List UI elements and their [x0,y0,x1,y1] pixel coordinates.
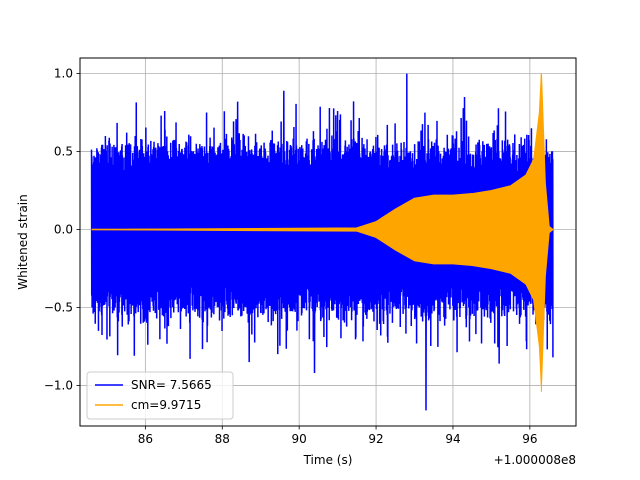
series-cm [91,73,554,392]
y-axis-ticks: −1.0 −0.5 0.0 0.5 1.0 [44,67,80,392]
legend: SNR= 7.5665 cm=9.9715 [86,371,234,420]
series-trough-cm [539,260,544,392]
y-axis-label: Whitened strain [16,194,30,290]
x-tick-label: 92 [368,432,383,446]
series-peak-cm [539,73,544,199]
series-snr [90,73,554,411]
series-line-snr [90,73,554,411]
y-tick-label: 0.5 [54,145,73,159]
x-tick-label: 90 [292,432,307,446]
y-tick-label: −1.0 [44,378,73,392]
y-tick-label: −0.5 [44,300,73,314]
x-tick-label: 96 [522,432,537,446]
plot-frame [79,57,577,427]
y-tick-label: 0.0 [54,223,73,237]
x-axis-label: Time (s) [303,453,353,467]
y-tick-label: 1.0 [54,67,73,81]
x-axis-ticks: 86 88 90 92 94 96 [138,426,538,446]
legend-box [86,371,234,420]
legend-label-cm: cm=9.9715 [131,398,201,412]
x-tick-label: 94 [445,432,460,446]
x-tick-label: 86 [138,432,153,446]
x-axis-offset-label: +1.000008e8 [494,453,576,467]
legend-label-snr: SNR= 7.5665 [131,378,212,392]
x-tick-label: 88 [215,432,230,446]
